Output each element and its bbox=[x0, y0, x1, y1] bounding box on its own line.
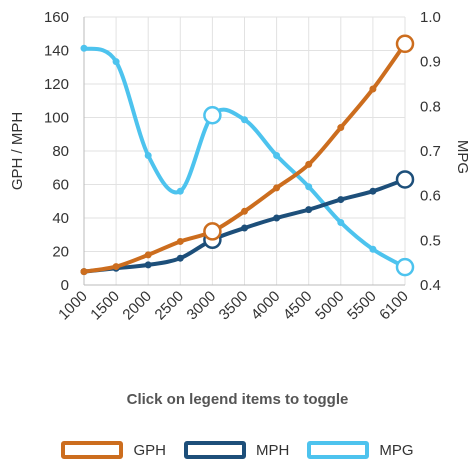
mph-data-point bbox=[144, 261, 152, 269]
legend: GPH MPH MPG bbox=[0, 436, 475, 464]
x-tick-label: 4000 bbox=[248, 288, 284, 324]
right-tick-label: 1.0 bbox=[420, 9, 441, 26]
left-tick-label: 20 bbox=[52, 244, 69, 261]
mpg-data-point bbox=[176, 187, 184, 195]
gph-data-point bbox=[369, 85, 377, 93]
right-tick-label: 0.4 bbox=[420, 277, 441, 294]
right-tick-label: 0.5 bbox=[420, 232, 441, 249]
left-tick-label: 100 bbox=[44, 110, 69, 127]
left-tick-label: 40 bbox=[52, 210, 69, 227]
x-tick-label: 2000 bbox=[119, 288, 155, 324]
legend-label-mpg: MPG bbox=[379, 441, 414, 459]
gph-highlight-point bbox=[395, 34, 415, 54]
left-tick-label: 80 bbox=[52, 143, 69, 160]
x-tick-label: 3000 bbox=[184, 288, 220, 324]
legend-swatch-gph bbox=[61, 441, 124, 459]
mpg-highlight-point bbox=[395, 257, 415, 277]
left-tick-label: 140 bbox=[44, 43, 69, 60]
gph-highlight-point bbox=[203, 222, 222, 241]
x-tick-label: 2500 bbox=[152, 288, 188, 324]
left-tick-label: 160 bbox=[44, 9, 69, 26]
legend-item-mph[interactable]: MPH bbox=[184, 441, 289, 459]
mph-data-point bbox=[305, 206, 313, 214]
legend-swatch-mph bbox=[184, 441, 246, 459]
mph-data-point bbox=[369, 187, 377, 195]
right-tick-label: 0.7 bbox=[420, 143, 441, 160]
right-tick-label: 0.8 bbox=[420, 98, 441, 115]
mpg-series-line bbox=[82, 46, 407, 270]
gph-data-point bbox=[273, 184, 281, 192]
legend-label-gph: GPH bbox=[133, 441, 166, 459]
mph-data-point bbox=[273, 214, 281, 222]
x-tick-label: 1500 bbox=[87, 288, 123, 324]
left-tick-label: 0 bbox=[61, 277, 69, 294]
x-tick-label: 5000 bbox=[312, 288, 348, 324]
mpg-data-point bbox=[369, 245, 377, 253]
gph-data-point bbox=[80, 268, 88, 276]
gph-data-point bbox=[305, 160, 313, 168]
mpg-data-point bbox=[305, 183, 313, 191]
left-tick-label: 120 bbox=[44, 76, 69, 93]
x-tick-label: 3500 bbox=[216, 288, 252, 324]
mph-data-point bbox=[337, 196, 345, 204]
gph-data-point bbox=[112, 263, 120, 271]
mpg-data-point bbox=[273, 151, 281, 159]
legend-label-mph: MPH bbox=[256, 441, 290, 459]
mpg-data-point bbox=[337, 218, 345, 226]
right-tick-label: 0.6 bbox=[420, 188, 441, 205]
mpg-highlight-point bbox=[203, 106, 222, 125]
gph-data-point bbox=[144, 251, 152, 259]
toggle-hint: Click on legend items to toggle bbox=[126, 391, 349, 408]
left-tick-label: 60 bbox=[52, 177, 69, 194]
mpg-data-point bbox=[241, 116, 248, 124]
gph-data-point bbox=[241, 207, 248, 215]
x-tick-label: 5500 bbox=[344, 288, 380, 324]
gph-data-point bbox=[176, 237, 184, 245]
legend-item-gph[interactable]: GPH bbox=[61, 441, 166, 459]
legend-item-mpg[interactable]: MPG bbox=[307, 441, 414, 459]
mph-data-point bbox=[241, 224, 248, 232]
mpg-data-point bbox=[144, 151, 152, 159]
mph-highlight-point bbox=[395, 170, 415, 189]
mpg-data-point bbox=[112, 58, 120, 66]
x-tick-label: 6100 bbox=[376, 288, 412, 324]
left-axis-title: GPH / MPH bbox=[9, 112, 26, 190]
chart-canvas: 0 20 40 60 80 100 120 140 160 0.4 0.5 0.6 0.7 0.8 0.9 1… bbox=[9, 9, 471, 324]
right-tick-label: 0.9 bbox=[420, 54, 441, 71]
gph-data-point bbox=[337, 124, 345, 132]
mph-data-point bbox=[176, 254, 184, 262]
mpg-data-point bbox=[80, 44, 88, 52]
legend-swatch-mpg bbox=[307, 441, 370, 459]
x-tick-label: 4500 bbox=[280, 288, 316, 324]
right-axis-title: MPG bbox=[454, 140, 471, 174]
